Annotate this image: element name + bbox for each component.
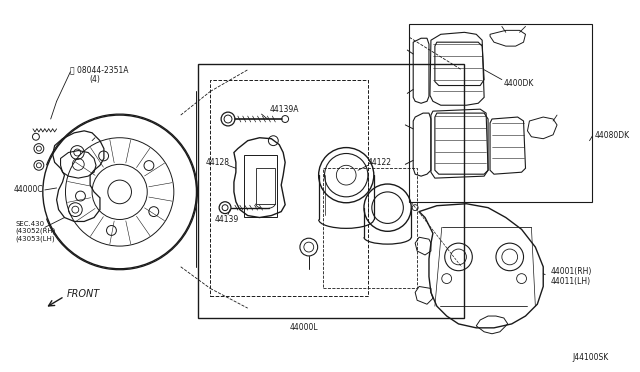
Bar bbox=[323, 168, 417, 288]
Text: SEC.430
(43052(RH)
(43053(LH): SEC.430 (43052(RH) (43053(LH) bbox=[15, 221, 56, 242]
Text: 44128: 44128 bbox=[205, 158, 229, 167]
Text: J44100SK: J44100SK bbox=[573, 353, 609, 362]
Text: 44139A: 44139A bbox=[269, 105, 299, 114]
Text: 44000L: 44000L bbox=[289, 323, 318, 332]
Text: 44122: 44122 bbox=[368, 158, 392, 167]
Text: 4400DK: 4400DK bbox=[504, 79, 534, 88]
Bar bbox=[255, 168, 275, 204]
Bar bbox=[198, 64, 465, 318]
Text: FRONT: FRONT bbox=[67, 289, 100, 299]
Text: 44001(RH)
44011(LH): 44001(RH) 44011(LH) bbox=[550, 267, 591, 286]
Bar bbox=[244, 155, 277, 217]
Bar bbox=[409, 25, 591, 202]
Text: 44000C: 44000C bbox=[13, 185, 43, 195]
Text: (4): (4) bbox=[89, 75, 100, 84]
Text: 44139: 44139 bbox=[214, 215, 239, 224]
Text: 44080DK: 44080DK bbox=[595, 131, 630, 140]
Text: Ⓑ 08044-2351A: Ⓑ 08044-2351A bbox=[70, 65, 129, 74]
Bar bbox=[211, 80, 368, 296]
